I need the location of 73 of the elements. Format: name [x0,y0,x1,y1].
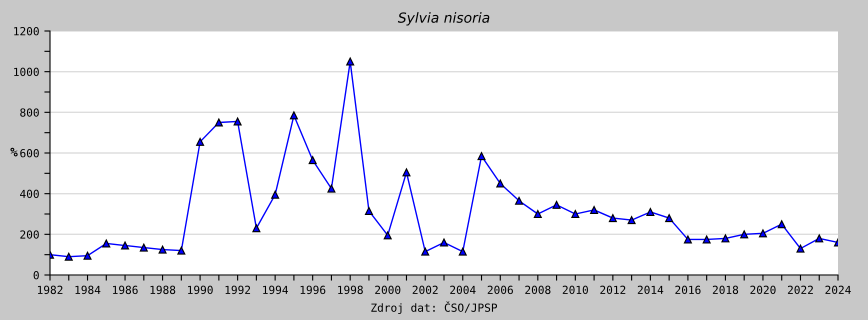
point [121,241,130,250]
point [290,111,298,120]
point [778,220,786,228]
x-tick-label: 2016 [675,286,701,294]
x-tick-label: 1996 [300,286,326,294]
point [458,248,467,256]
x-tick-label: 2004 [450,286,476,294]
x-tick-label: 2014 [638,286,664,294]
point [515,196,524,205]
y-tick-label: 400 [20,190,39,198]
x-tick-label: 1988 [150,286,176,294]
point [64,252,73,261]
x-tick-label: 1984 [75,286,100,294]
x-tick-label: 2008 [525,286,550,294]
x-tick-label: 1992 [226,286,250,294]
x-tick-label: 2010 [562,286,588,294]
y-tick-label: 1000 [14,68,39,76]
text: Zdroj dat: ČSO/JPSP [371,301,498,314]
x-tick-label: 2020 [750,286,776,294]
point [796,244,805,253]
x-tick-label: 2018 [712,286,738,294]
x-tick-label: 2012 [600,286,626,294]
point [234,117,242,126]
point [83,252,92,260]
point [740,230,748,238]
point [421,248,430,256]
point [346,57,354,66]
point [102,239,110,248]
point [571,210,580,218]
point [815,234,824,242]
point [364,206,373,215]
y-tick-label: 1200 [14,27,39,36]
point [646,208,654,216]
x-tick-label: 2022 [788,286,813,294]
point [252,224,260,232]
point [327,184,336,193]
point [758,229,767,238]
point [684,235,692,244]
point [158,246,167,254]
point [214,118,223,127]
x-tick-label: 2000 [375,286,400,294]
y-tick-label: 200 [20,230,39,239]
point [308,156,317,164]
x-tick-label: 2002 [412,286,438,294]
x-tick-label: 1998 [338,286,363,294]
chart-title: Sylvia nisoria [398,12,490,26]
x-tick-label: 1994 [263,286,288,294]
x-tick-label: 2024 [825,286,851,294]
y-axis-title: % [10,148,18,156]
y-tick-label: 600 [20,149,39,158]
point [477,152,486,160]
point [552,200,561,209]
point [271,190,280,199]
point [702,235,711,244]
y-tick-label: 0 [34,271,39,280]
point [608,214,617,222]
point [384,231,392,240]
point [496,179,504,188]
point [140,244,148,252]
point [721,234,730,242]
x-tick-label: 1990 [188,286,213,294]
x-tick-label: 2006 [488,286,513,294]
point [628,216,636,224]
point [534,210,542,218]
point [440,238,448,246]
point [402,168,411,176]
point [177,246,186,255]
point [590,206,598,214]
y-tick-label: 800 [20,108,39,117]
point [196,138,204,146]
x-tick-label: 1986 [113,286,138,294]
x-tick-label: 1982 [38,286,62,294]
point [665,214,674,222]
